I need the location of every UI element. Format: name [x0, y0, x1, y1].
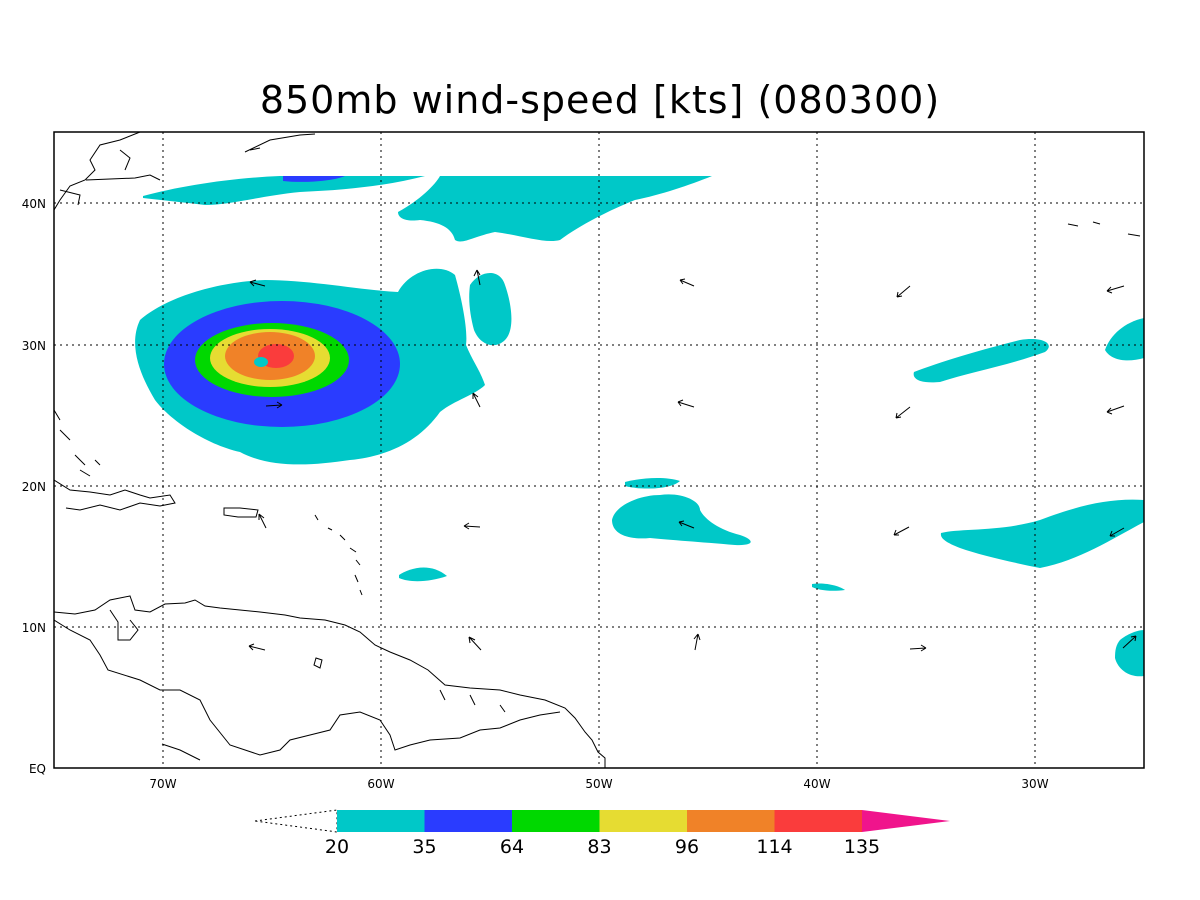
wind-speed-shading — [135, 176, 1144, 677]
coast-trinidad — [313, 657, 323, 669]
lon-label: 30W — [1021, 777, 1048, 791]
colorbar-label: 114 — [756, 836, 792, 858]
lon-label: 40W — [803, 777, 830, 791]
colorbar-segment — [512, 810, 600, 832]
wind-arrow — [463, 522, 481, 530]
patch-central — [612, 494, 751, 546]
gridlines — [54, 132, 1144, 768]
wind-arrow — [677, 399, 695, 408]
lat-label: 40N — [22, 197, 46, 211]
wind-arrow — [248, 643, 266, 651]
wind-arrow — [265, 401, 283, 409]
colorbar-segment — [424, 810, 512, 832]
colorbar-low-triangle — [254, 809, 338, 833]
patch-small-b — [399, 567, 447, 582]
hurricane-eye-ring — [254, 357, 268, 367]
band-north-east — [398, 176, 712, 242]
wind-arrow — [249, 279, 266, 287]
patch-small-c — [812, 583, 845, 591]
wind-vectors — [248, 269, 1137, 652]
colorbar-label: 96 — [675, 836, 699, 858]
band-north-blue — [283, 176, 345, 182]
colorbar-label: 64 — [500, 836, 524, 858]
coast-florida-bahamas — [54, 409, 101, 477]
wind-arrow — [896, 285, 911, 298]
coast-south-america — [54, 595, 606, 768]
colorbar-segment — [337, 810, 425, 832]
wind-arrow — [1109, 527, 1125, 537]
colorbar-segment — [599, 810, 687, 832]
band-east-lower — [940, 499, 1144, 568]
colorbar-label: 135 — [844, 836, 880, 858]
patch-east-edge-lower — [1115, 630, 1144, 677]
lat-label: 10N — [22, 621, 46, 635]
coast-nova-scotia — [244, 133, 316, 153]
patch-east-edge-upper — [1105, 318, 1144, 361]
wind-arrow — [909, 644, 927, 652]
wind-arrow — [258, 513, 267, 529]
coast-azores — [1067, 221, 1141, 237]
coastlines — [54, 132, 1141, 768]
wind-arrow — [693, 633, 701, 651]
colorbar-segment — [774, 810, 862, 832]
colorbar-label: 35 — [412, 836, 436, 858]
wind-arrow — [895, 406, 911, 419]
coast-lesser-antilles — [314, 514, 363, 596]
lat-label: 30N — [22, 339, 46, 353]
colorbar-label: 83 — [587, 836, 611, 858]
colorbar-label: 20 — [325, 836, 349, 858]
cyan-lobe-east — [469, 272, 512, 346]
wind-arrow — [678, 520, 695, 529]
colorbar: 20 35 64 83 96 114 135 — [254, 809, 950, 858]
lat-label: 20N — [22, 480, 46, 494]
lon-label: 60W — [367, 777, 394, 791]
wind-arrow — [1106, 285, 1125, 294]
wind-arrow — [468, 636, 482, 651]
wind-arrow — [679, 278, 695, 287]
wind-arrow — [893, 526, 910, 536]
band-north-west — [143, 176, 425, 205]
map-title: 850mb wind-speed [kts] (080300) — [259, 78, 941, 122]
latitude-labels: 40N 30N 20N 10N EQ — [22, 197, 46, 776]
colorbar-segment — [687, 810, 775, 832]
plot-frame — [53, 131, 1145, 769]
patch-small-a — [625, 478, 680, 489]
lon-label: 50W — [585, 777, 612, 791]
colorbar-high-triangle — [862, 810, 950, 832]
wind-arrow — [1106, 405, 1125, 415]
lon-label: 70W — [149, 777, 176, 791]
coast-hispaniola — [54, 479, 176, 511]
lat-label: EQ — [29, 762, 46, 776]
band-east-upper — [913, 339, 1049, 383]
longitude-labels: 70W 60W 50W 40W 30W — [149, 777, 1048, 791]
coast-puerto-rico — [223, 507, 259, 518]
wind-arrow — [473, 269, 481, 286]
wind-arrow — [1122, 635, 1137, 649]
wind-arrow — [472, 392, 481, 408]
coast-northeast-us — [54, 132, 161, 211]
